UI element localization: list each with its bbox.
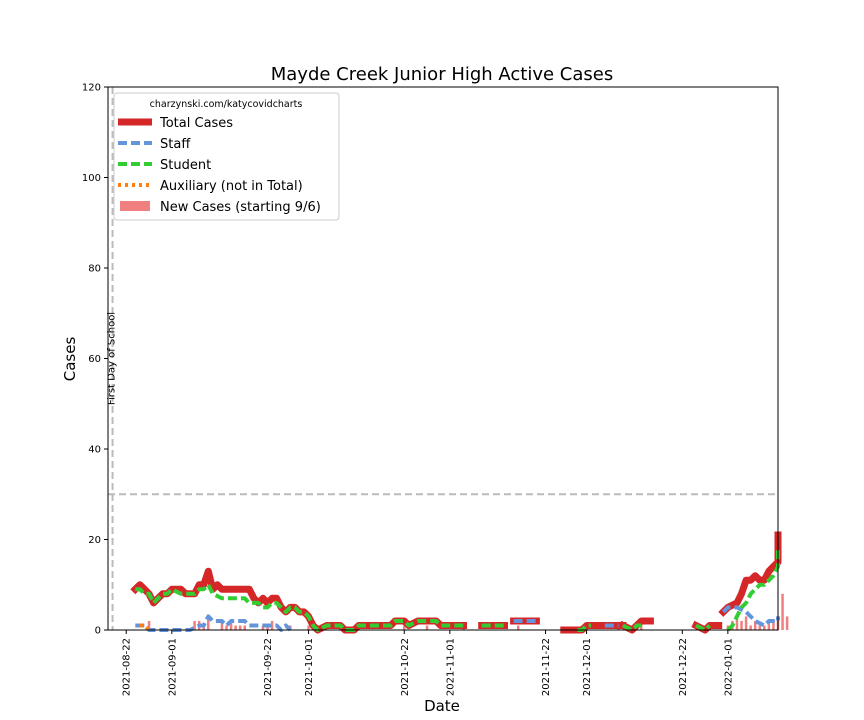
x-tick-label: 2021-11-22: [541, 638, 552, 696]
y-tick-label: 100: [82, 173, 101, 184]
x-tick-label: 2021-09-22: [263, 638, 274, 696]
new-cases-bar: [403, 625, 406, 630]
new-cases-bar: [785, 616, 789, 630]
legend-label-total-cases: Total Cases: [159, 116, 233, 131]
new-cases-bar: [193, 620, 196, 630]
y-tick-label: 120: [82, 83, 101, 94]
new-cases-bar: [234, 625, 237, 630]
series-line-student: [135, 582, 464, 632]
new-cases-bar: [516, 625, 520, 630]
x-tick-label: 2021-12-01: [582, 638, 593, 696]
y-tick-label: 0: [95, 626, 101, 637]
x-tick-label: 2022-01-01: [723, 638, 734, 696]
y-axis: 0 20 40 60 80 100 120: [82, 83, 108, 637]
legend-label-auxiliary: Auxiliary (not in Total): [160, 179, 303, 194]
legend-label-new-cases: New Cases (starting 9/6): [160, 200, 321, 215]
new-cases-bar: [270, 620, 274, 630]
series-line-total-cases: [718, 531, 782, 617]
new-cases-bar: [261, 625, 265, 630]
x-tick-label: 2021-10-01: [304, 638, 315, 696]
annotation-first-day-of-school: First Day of School: [107, 312, 118, 405]
legend: charzynski.com/katycovidcharts Total Cas…: [113, 92, 340, 221]
new-cases-bar: [758, 625, 762, 630]
legend-box: [113, 92, 340, 221]
new-cases-bar: [767, 620, 771, 630]
new-cases-bar: [147, 620, 151, 630]
new-cases-bar: [266, 625, 269, 630]
new-cases-bar: [202, 625, 205, 630]
new-cases-bar: [753, 620, 757, 630]
chart-title: Mayde Creek Junior High Active Cases: [271, 64, 613, 85]
new-cases-bar: [243, 625, 246, 630]
new-cases-bar: [307, 625, 310, 630]
new-cases-bar: [207, 616, 210, 630]
series-line-staff: [135, 614, 292, 632]
y-tick-label: 60: [88, 354, 101, 365]
new-cases-bar: [229, 620, 233, 630]
legend-label-student: Student: [160, 158, 211, 173]
new-cases-bar: [735, 616, 739, 630]
y-tick-label: 20: [88, 535, 101, 546]
x-axis: 2021-08-22 2021-09-01 2021-09-22 2021-10-01…: [122, 630, 734, 696]
series-lines: [130, 531, 782, 634]
new-cases-bar: [225, 625, 228, 630]
x-tick-label: 2021-11-01: [445, 638, 456, 696]
new-cases-bar: [425, 625, 429, 630]
series-line-student: [726, 548, 780, 632]
new-cases-bar: [763, 625, 766, 630]
series-line-student: [695, 623, 712, 632]
y-tick-label: 80: [88, 264, 101, 275]
x-tick-label: 2021-09-01: [167, 638, 178, 696]
x-tick-label: 2021-10-22: [400, 638, 411, 696]
legend-title: charzynski.com/katycovidcharts: [150, 99, 303, 110]
new-cases-bar: [772, 620, 775, 630]
series-line-auxiliary: [139, 623, 151, 632]
x-axis-label: Date: [424, 697, 460, 715]
new-cases-bar: [781, 593, 784, 630]
new-cases-bar: [744, 616, 748, 630]
x-tick-label: 2021-12-22: [678, 638, 689, 696]
y-axis-label: Cases: [61, 337, 79, 382]
new-cases-bar: [749, 625, 752, 630]
y-tick-label: 40: [88, 445, 101, 456]
new-cases-bar: [220, 620, 224, 630]
x-tick-label: 2021-08-22: [122, 638, 133, 696]
series-line-student: [622, 623, 642, 632]
reference-lines: [108, 87, 778, 630]
new-cases-bar: [640, 625, 643, 630]
series-line-staff: [721, 605, 780, 628]
new-cases-bar: [740, 620, 743, 630]
new-cases-bar: [238, 625, 242, 630]
legend-label-staff: Staff: [160, 137, 191, 152]
legend-swatch-new-cases: [120, 201, 150, 211]
